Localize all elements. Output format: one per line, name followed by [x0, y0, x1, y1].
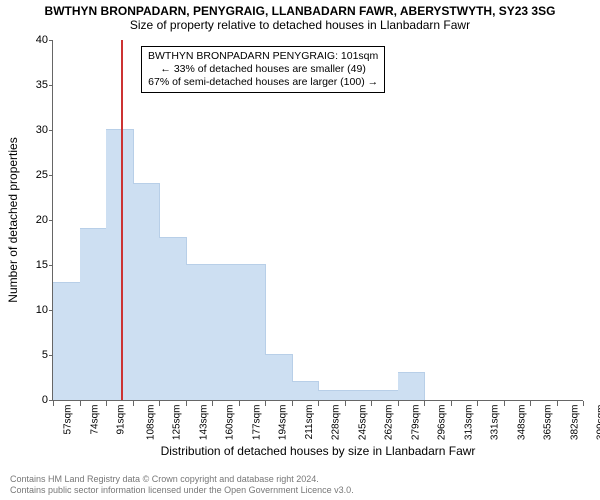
histogram-bar	[345, 390, 373, 400]
x-tick-label: 143sqm	[198, 405, 209, 441]
histogram-bar	[53, 282, 81, 400]
x-tick-label: 313sqm	[463, 405, 474, 441]
chart-title-sub: Size of property relative to detached ho…	[0, 18, 600, 34]
histogram-bar	[133, 183, 161, 400]
x-tick-label: 296sqm	[436, 405, 447, 441]
histogram-bar	[398, 372, 426, 400]
x-tick-label: 262sqm	[383, 405, 394, 441]
x-tick-label: 160sqm	[224, 405, 235, 441]
x-tick	[477, 401, 478, 406]
annotation-line3: 67% of semi-detached houses are larger (…	[148, 76, 378, 89]
annotation-box: BWTHYN BRONPADARN PENYGRAIG: 101sqm ← 33…	[141, 46, 385, 93]
y-axis-label: Number of detached properties	[6, 137, 20, 302]
histogram-bar	[80, 228, 108, 400]
x-tick	[159, 401, 160, 406]
y-tick: 40	[23, 34, 48, 46]
x-tick-label: 365sqm	[542, 405, 553, 441]
x-tick	[371, 401, 372, 406]
x-tick-label: 211sqm	[303, 405, 314, 440]
x-tick	[265, 401, 266, 406]
y-tick: 15	[23, 259, 48, 271]
x-tick-label: 108sqm	[145, 405, 156, 441]
chart-area: Number of detached properties Distributi…	[52, 40, 582, 400]
y-tick: 20	[23, 214, 48, 226]
x-tick	[239, 401, 240, 406]
x-tick	[53, 401, 54, 406]
x-tick	[80, 401, 81, 406]
x-tick	[504, 401, 505, 406]
histogram-bar	[318, 390, 346, 400]
y-tick: 0	[23, 394, 48, 406]
x-tick	[292, 401, 293, 406]
chart-title-main: BWTHYN BRONPADARN, PENYGRAIG, LLANBADARN…	[0, 0, 600, 18]
x-tick	[424, 401, 425, 406]
histogram-bar	[292, 381, 320, 400]
x-tick	[530, 401, 531, 406]
y-tick: 35	[23, 79, 48, 91]
footer-line2: Contains public sector information licen…	[10, 485, 354, 496]
x-tick	[106, 401, 107, 406]
x-tick	[451, 401, 452, 406]
histogram-bar	[106, 129, 134, 400]
histogram-bar	[212, 264, 240, 400]
x-tick	[318, 401, 319, 406]
marker-line	[121, 40, 123, 400]
footer-line1: Contains HM Land Registry data © Crown c…	[10, 474, 354, 485]
x-axis-label: Distribution of detached houses by size …	[161, 444, 476, 458]
x-tick	[345, 401, 346, 406]
x-tick	[557, 401, 558, 406]
x-tick-label: 228sqm	[330, 405, 341, 441]
x-tick-label: 125sqm	[171, 405, 182, 441]
histogram-bar	[265, 354, 293, 400]
x-tick-label: 177sqm	[251, 405, 262, 441]
x-tick-label: 382sqm	[569, 405, 580, 441]
y-tick: 30	[23, 124, 48, 136]
annotation-line2: ← 33% of detached houses are smaller (49…	[148, 63, 378, 76]
x-tick	[583, 401, 584, 406]
x-tick-label: 279sqm	[410, 405, 421, 441]
annotation-line1: BWTHYN BRONPADARN PENYGRAIG: 101sqm	[148, 50, 378, 63]
x-tick	[133, 401, 134, 406]
x-tick-label: 245sqm	[357, 405, 368, 441]
x-tick-label: 331sqm	[489, 405, 500, 441]
x-tick	[398, 401, 399, 406]
footer-attribution: Contains HM Land Registry data © Crown c…	[10, 474, 354, 497]
histogram-bar	[239, 264, 267, 400]
x-tick-label: 57sqm	[63, 405, 74, 435]
x-tick-label: 91sqm	[116, 405, 127, 435]
x-tick-label: 194sqm	[277, 405, 288, 441]
x-tick	[212, 401, 213, 406]
x-tick-label: 348sqm	[516, 405, 527, 441]
x-tick	[186, 401, 187, 406]
y-tick: 25	[23, 169, 48, 181]
histogram-bar	[371, 390, 399, 400]
x-tick-label: 399sqm	[595, 405, 600, 441]
plot-region: Number of detached properties Distributi…	[52, 40, 583, 401]
x-tick-label: 74sqm	[89, 405, 100, 435]
histogram-bar	[159, 237, 187, 400]
histogram-bar	[186, 264, 214, 400]
y-tick: 10	[23, 304, 48, 316]
y-tick: 5	[23, 349, 48, 361]
